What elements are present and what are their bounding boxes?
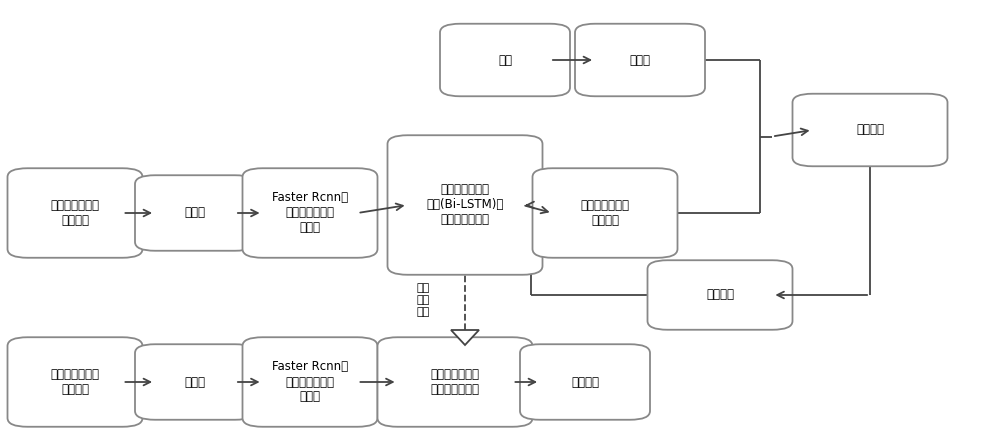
FancyBboxPatch shape bbox=[8, 168, 143, 258]
Text: 预测细胞全切片
分类种类: 预测细胞全切片 分类种类 bbox=[580, 199, 630, 227]
FancyBboxPatch shape bbox=[792, 94, 948, 166]
Text: 宫颈细胞全切片
训练样本: 宫颈细胞全切片 训练样本 bbox=[50, 199, 100, 227]
FancyBboxPatch shape bbox=[135, 344, 255, 420]
Text: 计算损失: 计算损失 bbox=[856, 124, 884, 137]
Text: 权重更新: 权重更新 bbox=[706, 289, 734, 301]
FancyBboxPatch shape bbox=[575, 24, 705, 96]
FancyBboxPatch shape bbox=[387, 135, 542, 275]
Text: 分类结果: 分类结果 bbox=[571, 375, 599, 389]
Text: 模型
参数
加载: 模型 参数 加载 bbox=[417, 283, 430, 317]
Text: Faster Rcnn细
胞检测和特征提
取网络: Faster Rcnn细 胞检测和特征提 取网络 bbox=[272, 191, 348, 234]
FancyBboxPatch shape bbox=[135, 175, 255, 251]
Text: Faster Rcnn细
胞检测和特征提
取网络: Faster Rcnn细 胞检测和特征提 取网络 bbox=[272, 360, 348, 403]
Text: 预处理: 预处理 bbox=[630, 53, 650, 67]
Text: 预处理: 预处理 bbox=[184, 206, 206, 219]
FancyBboxPatch shape bbox=[243, 337, 378, 427]
FancyBboxPatch shape bbox=[532, 168, 678, 258]
Text: 宫颈细胞全切片
测试样本: 宫颈细胞全切片 测试样本 bbox=[50, 368, 100, 396]
FancyBboxPatch shape bbox=[440, 24, 570, 96]
FancyBboxPatch shape bbox=[8, 337, 143, 427]
Text: 标签: 标签 bbox=[498, 53, 512, 67]
Polygon shape bbox=[451, 330, 479, 345]
FancyBboxPatch shape bbox=[243, 168, 378, 258]
FancyBboxPatch shape bbox=[378, 337, 532, 427]
Text: 双向长短期记忆
网络(Bi-LSTM)加
注意力机制模块: 双向长短期记忆 网络(Bi-LSTM)加 注意力机制模块 bbox=[426, 184, 504, 226]
FancyBboxPatch shape bbox=[648, 260, 792, 330]
FancyBboxPatch shape bbox=[520, 344, 650, 420]
Text: 预处理: 预处理 bbox=[184, 375, 206, 389]
Text: 训练好的宫颈细
胞全切片分类器: 训练好的宫颈细 胞全切片分类器 bbox=[430, 368, 480, 396]
